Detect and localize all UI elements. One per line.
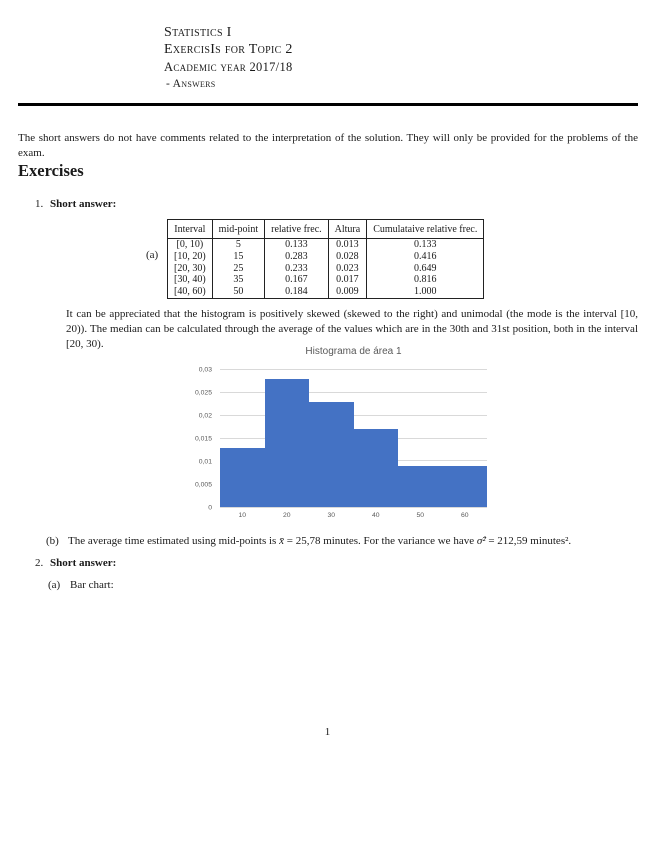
frequency-table: Interval mid-point relative frec. Altura Cum…: [167, 219, 485, 299]
table-cell: [30, 40): [174, 274, 206, 286]
table-cell: [40, 60): [174, 286, 206, 298]
table-row: [40, 60) 50 0.184 0.009 1.000: [168, 286, 484, 299]
y-tick-label: 0,01: [198, 458, 212, 466]
answers-subtitle: - Answers: [166, 78, 216, 90]
x-tick-label: 20: [282, 512, 291, 519]
part-b-text-3: = 212,59 minutes².: [485, 535, 572, 547]
gridline: [220, 369, 487, 370]
part-b-text-1: The average time estimated using mid-poi…: [68, 535, 280, 547]
table-cell: 0.233: [264, 262, 329, 275]
table-header-cell: Altura: [327, 219, 367, 239]
part-b-text: The average time estimated using mid-poi…: [68, 534, 638, 549]
chart-title: Histograma de área 1: [305, 346, 402, 357]
histogram-comment: It can be appreciated that the histogram…: [66, 308, 638, 350]
gridline: [220, 414, 487, 416]
histogram-bar: [264, 379, 309, 507]
histogram-bar: [220, 447, 265, 507]
table-row: [10, 20) 15 0.283 0.028 0.416: [168, 250, 484, 263]
table-cell: 1.000: [366, 286, 484, 299]
table-cell: 0.017: [327, 274, 367, 287]
table-cell: 50: [211, 286, 265, 299]
part-a-label: (a): [146, 249, 159, 261]
exercise1-title: Short answer:: [50, 198, 117, 210]
y-tick-label: 0,02: [198, 412, 212, 420]
table-cell: 0.167: [264, 274, 329, 287]
table-cell: 0.283: [264, 250, 329, 263]
exercise2-number: 2.: [35, 557, 44, 569]
table-cell: 0.133: [264, 238, 329, 251]
histogram-bar: [353, 429, 398, 507]
table-cell: 0.013: [327, 238, 367, 251]
table-row: [20, 30) 25 0.233 0.023 0.649: [168, 262, 484, 275]
intro-paragraph: The short answers do not have comments r…: [18, 132, 638, 159]
table-cell: [0, 10): [176, 239, 204, 250]
x-axis-labels: 10 20 30 40 50 60: [220, 512, 487, 524]
table-row: [0, 10) 5 0.133 0.013 0.133: [168, 238, 484, 251]
frequency-table-body: [0, 10) 5 0.133 0.013 0.133 [10, 20) 15 0.283 0.…: [168, 238, 484, 299]
table-header-cell: mid-point: [211, 219, 265, 239]
table-header-row: Interval mid-point relative frec. Altura Cum…: [167, 219, 484, 239]
table-cell: 0.028: [327, 250, 367, 263]
part-b-label: (b): [46, 535, 59, 547]
table-cell: 35: [211, 274, 265, 287]
histogram-bar: [398, 465, 487, 507]
table-cell: 0.009: [327, 286, 367, 299]
table-cell: [20, 30): [174, 262, 206, 274]
exercise1-number: 1.: [35, 198, 44, 210]
frequency-table-header: Interval mid-point relative frec. Altura Cum…: [167, 219, 484, 239]
y-tick-label: 0,025: [194, 389, 212, 397]
table-header-cell: Interval: [167, 219, 213, 239]
table-row: [30, 40) 35 0.167 0.017 0.816: [168, 274, 484, 287]
table-cell: 5: [211, 238, 265, 251]
table-cell: 0.133: [366, 238, 484, 251]
plot-area: [220, 369, 487, 508]
y-tick-label: 0,005: [194, 481, 212, 489]
part-b-text-2: = 25,78 minutes. For the variance we hav…: [283, 535, 477, 547]
exercise2-part-a-label: (a): [48, 579, 61, 591]
y-axis-labels: 0 0,005 0,01 0,015 0,02 0,025 0,03: [190, 366, 216, 512]
x-tick-label: 40: [371, 512, 380, 519]
table-cell: 0.649: [366, 262, 484, 275]
histogram-chart: Histograma de área 1 0 0,005 0,01 0,015 0,02…: [190, 346, 496, 526]
y-tick-label: 0,015: [194, 435, 212, 443]
course-title: Statistics I: [164, 25, 232, 40]
exercise2-part-a-text: Bar chart:: [70, 579, 114, 591]
y-tick-label: 0,03: [198, 366, 212, 374]
table-cell: 0.184: [264, 286, 329, 299]
variance-symbol: σ̂²: [476, 535, 486, 547]
table-cell: 15: [211, 250, 265, 263]
table-cell: 25: [211, 262, 265, 275]
gridline: [220, 391, 487, 393]
table-cell: 0.816: [366, 274, 484, 287]
mean-symbol: x̄: [279, 535, 284, 547]
page-number: 1: [324, 726, 331, 738]
x-tick-label: 50: [416, 512, 425, 519]
table-header-cell: relative frec.: [264, 219, 329, 239]
table-cell: 0.416: [366, 250, 484, 263]
y-tick-label: 0: [208, 504, 212, 512]
x-tick-label: 30: [327, 512, 336, 519]
table-cell: [10, 20): [174, 250, 206, 262]
exercise2-title: Short answer:: [50, 557, 117, 569]
doc-title: ExercisIs for Topic 2: [164, 42, 293, 57]
academic-year: Academic year 2017/18: [164, 60, 293, 74]
section-heading: Exercises: [18, 161, 84, 180]
doc-header: Statistics I ExercisIs for Topic 2 Acade…: [164, 24, 293, 92]
table-cell: 0.023: [327, 262, 367, 275]
x-tick-label: 60: [460, 512, 469, 519]
histogram-bar: [309, 401, 354, 507]
x-tick-label: 10: [238, 512, 247, 519]
horizontal-rule: [18, 103, 638, 106]
table-header-cell: Cumulataive relative frec.: [366, 219, 484, 239]
